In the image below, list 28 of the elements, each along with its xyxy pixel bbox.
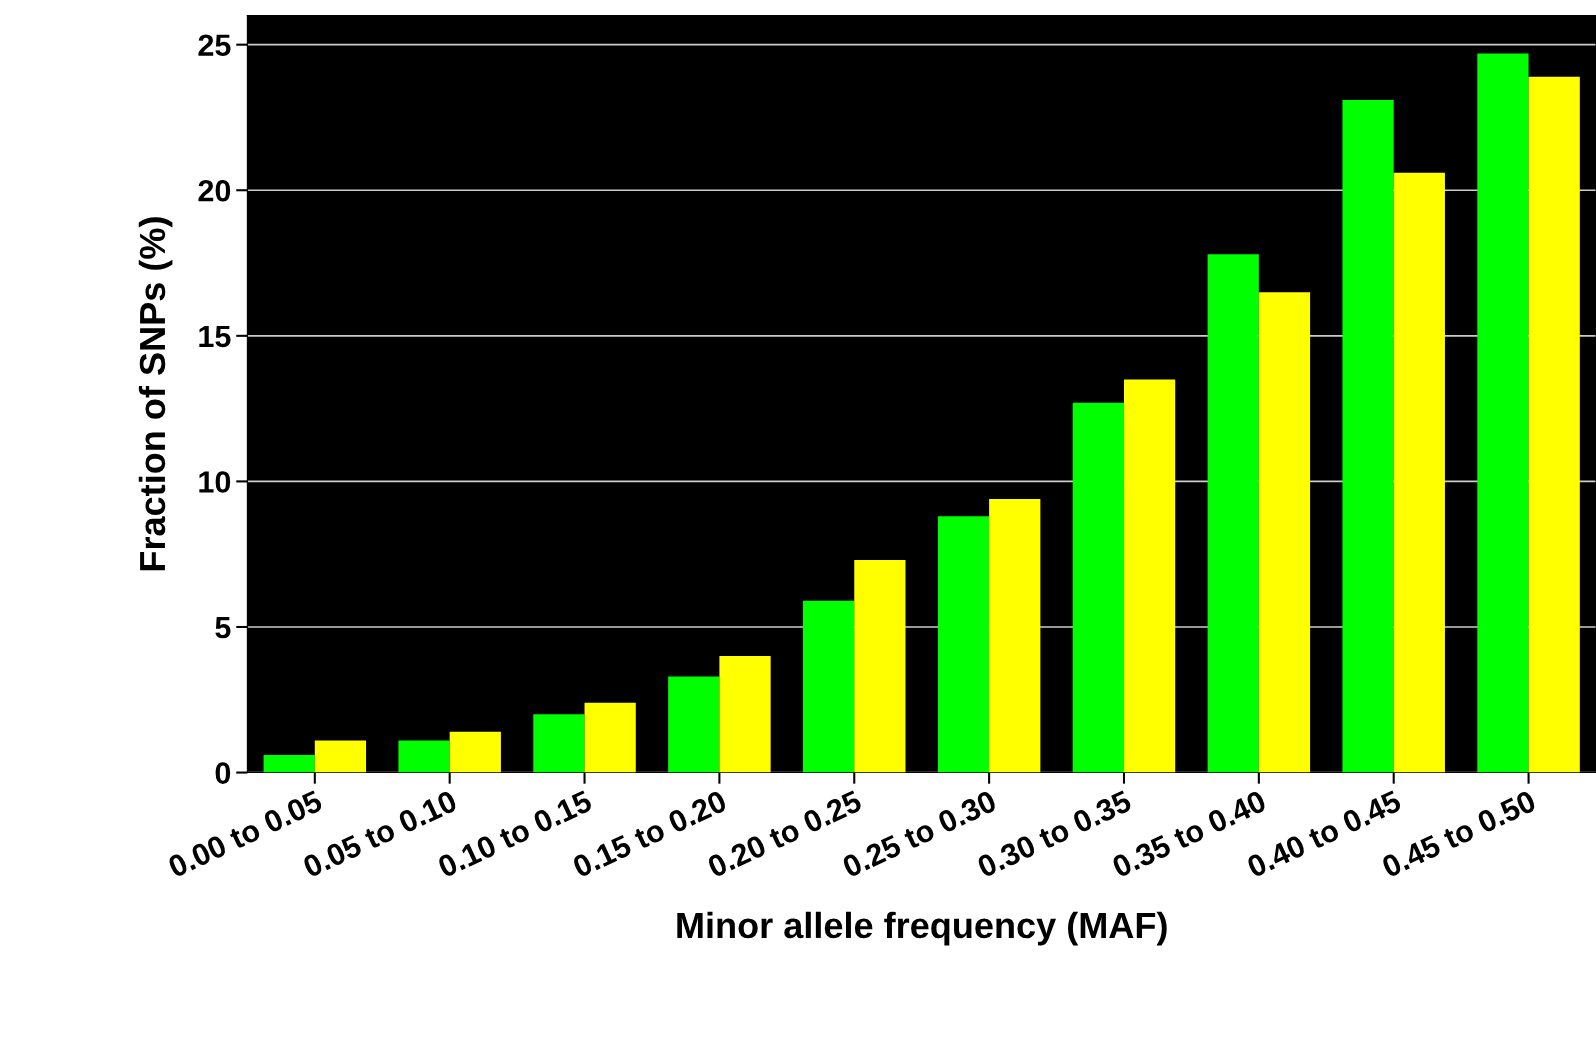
bar <box>719 656 771 773</box>
y-tick-label: 0 <box>215 762 231 784</box>
y-tick-label: 25 <box>198 34 231 57</box>
bar <box>1393 172 1445 773</box>
bar <box>937 516 990 773</box>
x-axis-title: Minor allele frequency (MAF) <box>677 911 1167 946</box>
bar <box>1207 254 1259 773</box>
bar <box>263 755 315 773</box>
bar <box>533 714 585 773</box>
bar <box>668 676 720 773</box>
y-tick-label: 10 <box>199 471 231 493</box>
y-tick-label: 5 <box>215 617 231 639</box>
bar <box>854 560 906 773</box>
y-tick-label: 15 <box>199 325 231 348</box>
bar <box>1072 402 1124 773</box>
bar <box>1123 379 1176 773</box>
bar <box>449 731 501 773</box>
bar <box>314 740 367 773</box>
bar <box>1477 53 1529 773</box>
bar <box>803 600 855 773</box>
y-tick-label: 20 <box>198 179 231 202</box>
bar <box>1342 99 1394 773</box>
bar <box>398 740 450 773</box>
bar <box>989 498 1041 773</box>
bar <box>1258 292 1311 773</box>
y-axis-title: Fraction of SNPs (%) <box>138 217 173 571</box>
bar <box>584 702 636 773</box>
bar <box>1528 76 1580 773</box>
